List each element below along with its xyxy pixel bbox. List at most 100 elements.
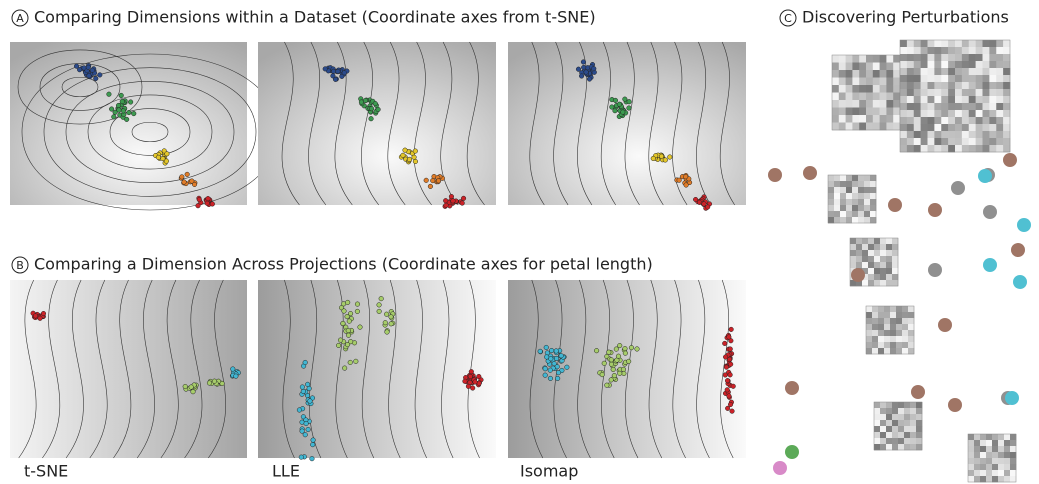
- pixel: [896, 330, 903, 337]
- point: [443, 202, 449, 208]
- pixel: [892, 432, 899, 439]
- pixel: [859, 70, 867, 78]
- pixel: [864, 199, 871, 206]
- pixel: [975, 117, 983, 125]
- pixel: [868, 268, 875, 275]
- point: [683, 174, 689, 180]
- pixel: [859, 92, 867, 101]
- pixel: [845, 70, 853, 78]
- point: [608, 361, 614, 367]
- pixel: [989, 47, 997, 55]
- pixel: [996, 145, 1004, 153]
- pixel: [880, 432, 887, 439]
- pixel: [866, 77, 874, 86]
- pixel: [968, 131, 976, 139]
- pixel: [893, 77, 901, 86]
- pixel: [941, 145, 949, 153]
- pixel: [886, 238, 893, 245]
- pixel: [1003, 96, 1011, 104]
- thumbnail-border: [849, 237, 899, 287]
- pixel: [996, 131, 1004, 139]
- pixel: [858, 187, 865, 194]
- embedding-dot: [1011, 243, 1025, 257]
- pixel: [968, 458, 975, 465]
- contour-line: [160, 279, 179, 459]
- pixel: [900, 138, 908, 146]
- pixel: [886, 92, 894, 101]
- pixel: [880, 438, 887, 445]
- pixel: [927, 40, 935, 48]
- pixel: [832, 70, 840, 78]
- pixel: [955, 47, 963, 55]
- pixel: [886, 432, 893, 439]
- marker: B: [16, 259, 24, 272]
- pixel: [868, 250, 875, 257]
- pixel: [961, 75, 970, 83]
- pixel: [900, 82, 908, 90]
- pixel: [927, 124, 935, 132]
- point: [345, 328, 351, 334]
- pixel: [996, 61, 1004, 69]
- point: [164, 151, 170, 157]
- pixel: [852, 175, 859, 182]
- point: [310, 437, 316, 443]
- pixel: [878, 336, 885, 343]
- pixel: [913, 138, 921, 146]
- contour-line: [441, 279, 454, 459]
- contour-line: [648, 41, 664, 206]
- point: [701, 201, 707, 207]
- pixel: [878, 342, 885, 349]
- pixel: [886, 438, 893, 445]
- pixel: [961, 68, 970, 76]
- pixel: [975, 103, 983, 111]
- pixel: [934, 131, 942, 139]
- pixel: [989, 131, 997, 139]
- pixel: [996, 54, 1004, 62]
- point: [435, 178, 442, 184]
- pixel: [920, 47, 928, 55]
- pixel: [845, 122, 853, 131]
- pixel: [992, 476, 999, 483]
- pixel: [906, 138, 915, 146]
- point: [233, 373, 239, 379]
- pixel: [906, 47, 915, 55]
- pixel: [968, 117, 976, 125]
- pixel: [892, 444, 899, 451]
- pixel: [886, 77, 894, 86]
- pixel: [896, 348, 903, 355]
- pixel: [880, 238, 887, 245]
- pixel: [858, 175, 865, 182]
- pixel: [852, 193, 859, 200]
- point: [353, 358, 359, 364]
- contour-line: [719, 41, 735, 206]
- pixel: [859, 122, 867, 131]
- pixel: [927, 54, 935, 62]
- point: [341, 70, 347, 76]
- pixel: [906, 103, 915, 111]
- point: [544, 354, 550, 360]
- pixel: [864, 181, 871, 188]
- pixel: [868, 262, 875, 269]
- pixel: [927, 131, 935, 139]
- pixel: [846, 193, 853, 200]
- pixel: [828, 187, 835, 194]
- pixel: [845, 115, 853, 123]
- pixel: [874, 268, 881, 275]
- panel-background: [258, 42, 496, 205]
- pixel: [896, 318, 903, 325]
- pixel: [832, 85, 840, 93]
- pixel: [870, 205, 877, 212]
- pixel: [845, 77, 853, 86]
- point: [332, 76, 339, 82]
- pixel: [866, 312, 873, 319]
- pixel: [892, 438, 899, 445]
- point: [575, 66, 582, 72]
- pixel: [955, 124, 963, 132]
- pixel: [996, 124, 1004, 132]
- pixel: [886, 115, 894, 123]
- pixel: [893, 92, 901, 101]
- point: [580, 59, 586, 65]
- pixel: [840, 175, 847, 182]
- contour-line: [466, 41, 485, 206]
- pixel: [910, 432, 917, 439]
